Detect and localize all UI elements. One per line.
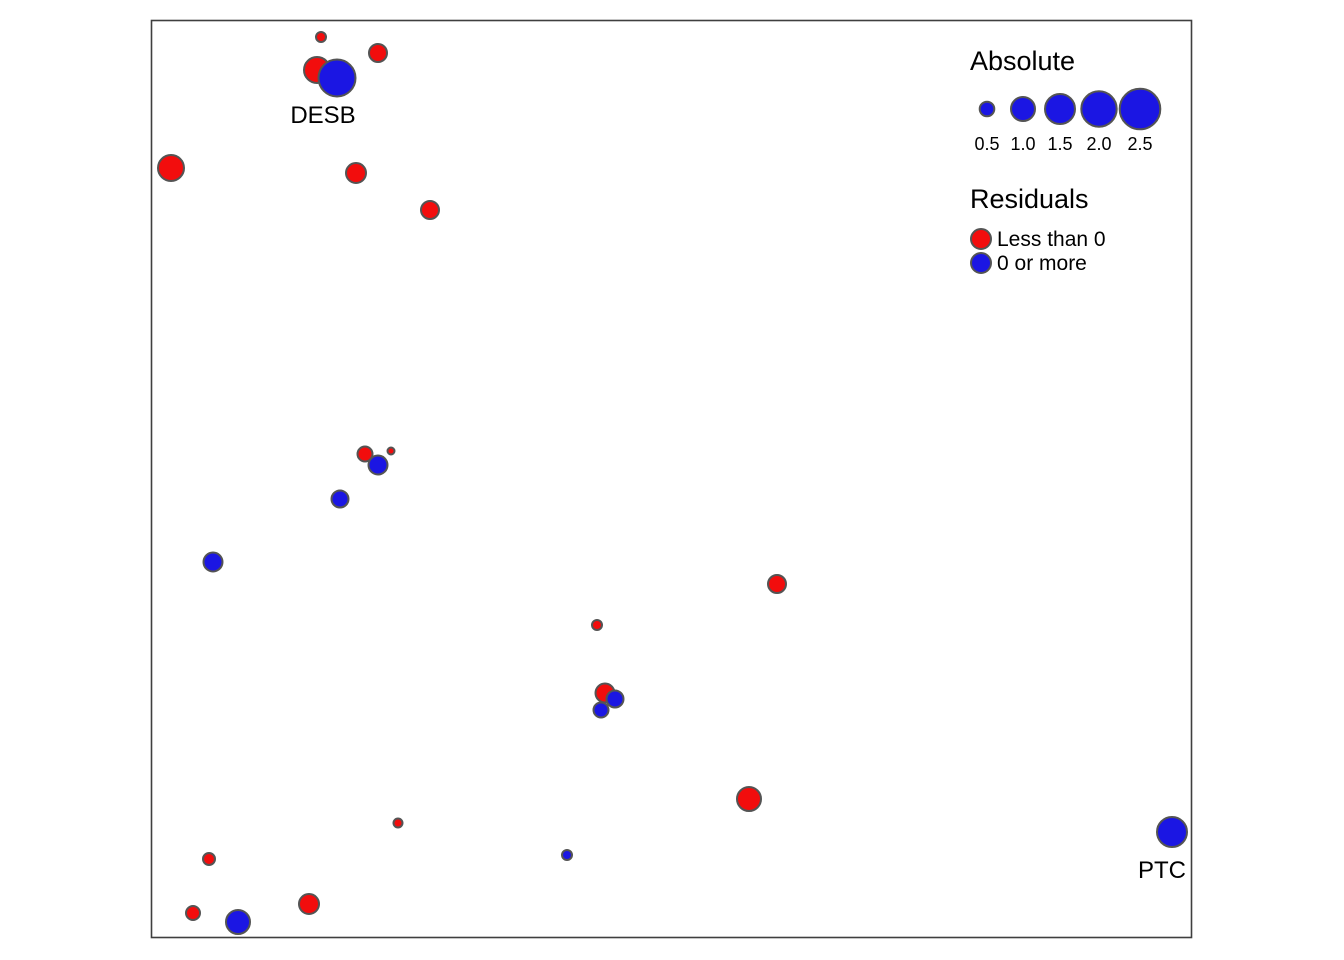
legend-size-circle-1.0 <box>1010 96 1036 122</box>
legend-size-tick-1.0: 1.0 <box>1010 134 1035 154</box>
legend-size-scale: Absolute 0.5 1.0 1.5 2.0 2.5 <box>970 46 1162 154</box>
legend-size-tick-1.5: 1.5 <box>1047 134 1072 154</box>
data-point-ptc <box>1156 816 1188 848</box>
data-point <box>736 786 762 812</box>
data-point <box>202 852 216 866</box>
legend-size-circle-2.5 <box>1118 87 1162 131</box>
legend-color-scale: Residuals Less than 0 0 or more <box>970 184 1106 275</box>
points-layer <box>157 31 1188 935</box>
legend-size-tick-2.0: 2.0 <box>1086 134 1111 154</box>
data-point <box>356 445 374 463</box>
data-point <box>202 551 224 573</box>
plot-panel-border <box>150 19 1193 939</box>
legend-color-title: Residuals <box>970 184 1089 214</box>
point-label-ptc: PTC <box>1138 857 1186 884</box>
point-label-desb: DESB <box>290 102 355 129</box>
legend-key-0-or-more <box>970 252 992 274</box>
legend-key-less-than-0 <box>970 228 992 250</box>
legend-size-circle-0.5 <box>978 100 996 118</box>
data-point <box>315 31 327 43</box>
legend-size-title: Absolute <box>970 46 1075 76</box>
data-point <box>345 162 367 184</box>
data-point <box>561 849 573 861</box>
legend-size-circle-1.5 <box>1044 93 1076 125</box>
legend-label-less-than-0: Less than 0 <box>997 228 1106 251</box>
data-point <box>367 454 389 476</box>
data-point <box>420 200 440 220</box>
data-point <box>330 489 350 509</box>
legend-size-circle-2.0 <box>1080 90 1118 128</box>
legend-size-tick-0.5: 0.5 <box>974 134 999 154</box>
legend-label-0-or-more: 0 or more <box>997 252 1087 275</box>
data-point <box>185 905 201 921</box>
data-point <box>386 446 396 456</box>
data-point <box>591 619 603 631</box>
data-point <box>592 701 610 719</box>
data-point <box>767 574 787 594</box>
data-point <box>225 909 251 935</box>
data-point <box>368 43 388 63</box>
data-point <box>605 689 625 709</box>
data-point <box>392 817 404 829</box>
data-point <box>157 154 185 182</box>
legend-size-tick-2.5: 2.5 <box>1127 134 1152 154</box>
data-point-desb <box>317 58 357 98</box>
data-point <box>298 893 320 915</box>
point-annotations: DESB PTC <box>290 102 1186 884</box>
